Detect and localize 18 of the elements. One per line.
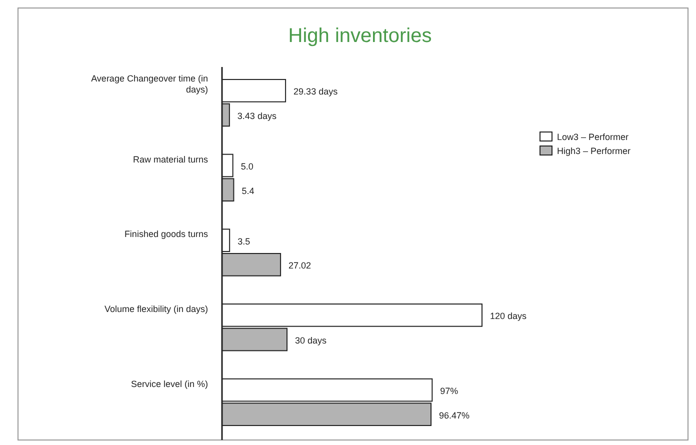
data-label: 27.02	[288, 260, 312, 271]
legend-label: Low3 – Performer	[557, 132, 629, 142]
data-label: 3.43 days	[237, 110, 277, 121]
legend-label: High3 – Performer	[557, 146, 631, 156]
y-tick-label: Average Changeover time (in days)	[91, 73, 208, 94]
data-label: 29.33 days	[294, 86, 338, 97]
y-tick-label: Volume flexibility (in days)	[104, 304, 208, 314]
data-label: 120 days	[490, 311, 528, 322]
data-label: 96.47%	[439, 410, 470, 420]
data-label: 5.4	[242, 186, 254, 196]
y-tick-label: Finished goods turns	[124, 229, 208, 240]
y-tick-label: Service level (in %)	[130, 378, 208, 389]
data-label: 5.0	[240, 161, 254, 172]
y-tick-label: Raw material turns	[132, 154, 208, 164]
data-label: 3.5	[238, 236, 250, 246]
chart-title: High inventories	[288, 25, 432, 47]
data-label: 30 days	[295, 336, 328, 346]
data-label: 97%	[440, 386, 458, 396]
